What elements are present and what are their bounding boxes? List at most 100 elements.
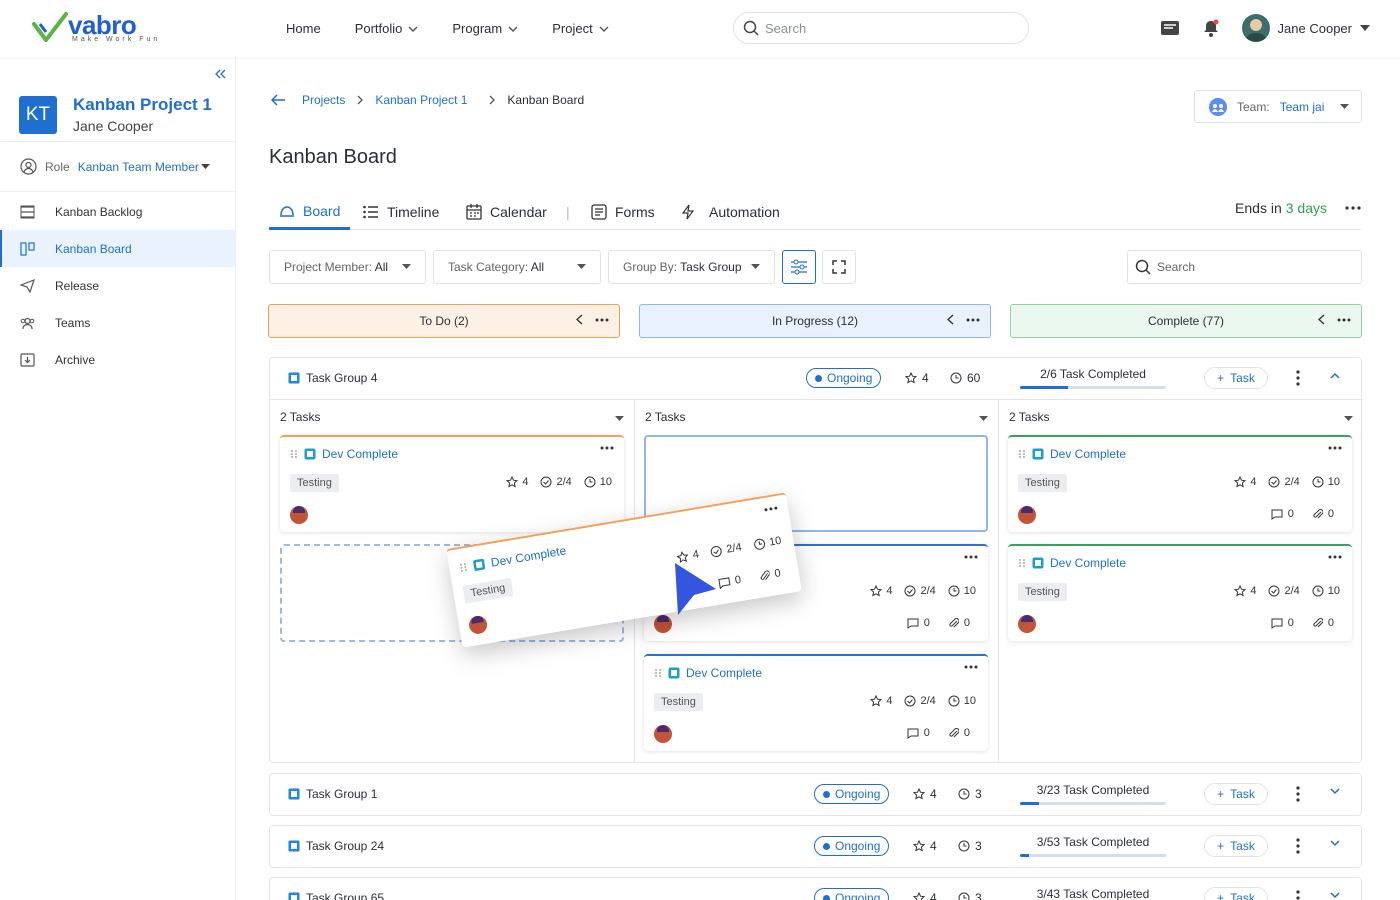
team-selector[interactable]: Team: Team jai: [1194, 90, 1362, 123]
more-vertical-icon[interactable]: [1296, 786, 1300, 802]
swimlane-column: 2 Tasks: [270, 399, 634, 762]
collapse-sidebar-icon[interactable]: [214, 69, 226, 79]
more-horizontal-icon[interactable]: [595, 318, 609, 322]
collapse-column-icon[interactable]: [1318, 314, 1325, 325]
drag-handle-icon[interactable]: [290, 449, 298, 459]
clock-icon: [1312, 476, 1324, 488]
meta-value: 2/4: [725, 541, 743, 556]
more-vertical-icon[interactable]: [1296, 370, 1300, 386]
task-group-header[interactable]: Task Group 24 Ongoing 4 3 3/53 Task Comp…: [270, 826, 1361, 867]
nav-portfolio[interactable]: Portfolio: [355, 21, 419, 36]
more-horizontal-icon[interactable]: [966, 318, 980, 322]
tab-timeline[interactable]: Timeline: [363, 194, 439, 230]
sidebar-item-archive[interactable]: Archive: [0, 341, 236, 378]
swimlane-header[interactable]: 2 Tasks: [1009, 410, 1353, 424]
add-task-button[interactable]: + Task: [1204, 367, 1268, 389]
tab-label: Automation: [709, 204, 780, 220]
task-group: Task Group 1 Ongoing 4 3 3/23 Task Compl…: [269, 773, 1362, 816]
swimlane-header[interactable]: 2 Tasks: [645, 410, 988, 424]
back-arrow-icon[interactable]: [271, 94, 286, 106]
tab-label: Forms: [615, 204, 655, 220]
tab-automation[interactable]: Automation: [681, 194, 780, 230]
task-type-icon: [304, 448, 316, 460]
collapse-column-icon[interactable]: [947, 314, 954, 325]
meta-value: 0: [923, 617, 930, 629]
task-category-filter[interactable]: Task Category: All: [433, 250, 601, 284]
project-member-filter[interactable]: Project Member: All: [269, 250, 426, 284]
user-menu[interactable]: Jane Cooper: [1241, 14, 1370, 42]
task-card[interactable]: Dev Complete Testing 4 2/4 10 0 0: [1008, 544, 1352, 641]
comment-icon: [1271, 618, 1283, 629]
group-stars: 4: [913, 787, 937, 801]
status-badge[interactable]: Ongoing: [814, 836, 890, 856]
chevron-down-icon[interactable]: [1330, 788, 1340, 795]
sidebar-item-kanban-backlog[interactable]: Kanban Backlog: [0, 193, 236, 230]
add-task-button[interactable]: + Task: [1204, 783, 1268, 805]
chevron-down-icon[interactable]: [1330, 840, 1340, 847]
tab-board[interactable]: Board: [269, 194, 351, 230]
status-badge[interactable]: Ongoing: [814, 888, 890, 900]
task-group-header[interactable]: Task Group 4 Ongoing 4 60 2/6 Task Compl…: [270, 358, 1361, 399]
more-horizontal-icon[interactable]: [1337, 318, 1351, 322]
drag-handle-icon[interactable]: [1018, 558, 1026, 568]
more-horizontal-icon[interactable]: [1328, 555, 1342, 559]
more-horizontal-icon[interactable]: [1345, 206, 1361, 210]
card-header: Dev Complete: [654, 666, 762, 680]
expand-icon: [832, 260, 846, 274]
more-horizontal-icon[interactable]: [764, 506, 778, 512]
ends-label: Ends in: [1235, 200, 1282, 216]
nav-home[interactable]: Home: [286, 21, 321, 36]
add-task-button[interactable]: + Task: [1204, 887, 1268, 900]
breadcrumb-project[interactable]: Kanban Project 1: [375, 93, 468, 107]
chevron-down-icon[interactable]: [1330, 892, 1340, 899]
sidebar-item-kanban-board[interactable]: Kanban Board: [0, 230, 236, 267]
group-by-filter[interactable]: Group By: Task Group: [608, 250, 775, 284]
task-card[interactable]: Dev Complete Testing 4 2/4 10 0 0: [644, 654, 988, 751]
task-card[interactable]: Dev Complete Testing 4 2/4 10 0 0: [1008, 435, 1352, 532]
more-vertical-icon[interactable]: [1296, 890, 1300, 900]
nav-program[interactable]: Program: [452, 21, 518, 36]
stat-value: 4: [930, 787, 937, 801]
more-horizontal-icon[interactable]: [1328, 446, 1342, 450]
vabro-logo[interactable]: vabro Make Work Fun: [32, 12, 157, 43]
more-vertical-icon[interactable]: [1296, 838, 1300, 854]
breadcrumb-projects[interactable]: Projects: [302, 93, 346, 107]
task-group-header[interactable]: Task Group 1 Ongoing 4 3 3/23 Task Compl…: [270, 774, 1361, 815]
tab-calendar[interactable]: Calendar: [466, 194, 547, 230]
filter-value: All: [374, 260, 389, 274]
timeline-icon: [363, 205, 379, 219]
task-group-header[interactable]: Task Group 65 Ongoing 4 3 3/43 Task Comp…: [270, 878, 1361, 900]
sidebar-item-release[interactable]: Release: [0, 267, 236, 304]
collapse-column-icon[interactable]: [576, 314, 583, 325]
sidebar-item-label: Release: [55, 278, 100, 293]
task-type-icon: [668, 667, 680, 679]
fullscreen-button[interactable]: [822, 250, 856, 284]
drag-handle-icon[interactable]: [1018, 449, 1026, 459]
more-horizontal-icon[interactable]: [964, 665, 978, 669]
more-horizontal-icon[interactable]: [600, 446, 614, 450]
caret-down-icon: [1344, 414, 1353, 424]
sidebar-item-teams[interactable]: Teams: [0, 304, 236, 341]
assignee-avatar: [1018, 506, 1036, 524]
more-horizontal-icon[interactable]: [964, 555, 978, 559]
swimlane-header[interactable]: 2 Tasks: [280, 410, 624, 424]
filter-settings-button[interactable]: [782, 250, 816, 284]
tab-forms[interactable]: Forms: [591, 194, 655, 230]
role-selector[interactable]: Role Kanban Team Member: [20, 158, 210, 175]
sidebar-item-label: Teams: [55, 315, 91, 330]
status-text: Ongoing: [835, 891, 881, 900]
status-badge[interactable]: Ongoing: [806, 368, 882, 388]
dragged-task-card[interactable]: Dev Complete Testing 4 2/4 10 0 0: [446, 492, 802, 648]
group-name: Task Group 24: [306, 839, 385, 853]
status-badge[interactable]: Ongoing: [814, 784, 890, 804]
add-task-button[interactable]: + Task: [1204, 835, 1268, 857]
view-tabs: Board Timeline Calendar | Forms Automati…: [269, 194, 1361, 230]
task-card[interactable]: Dev Complete Testing 4 2/4 10: [280, 435, 624, 532]
drag-handle-icon[interactable]: [654, 668, 662, 678]
chevron-up-icon[interactable]: [1330, 372, 1340, 379]
header-search-input[interactable]: [765, 20, 1005, 36]
bell-icon[interactable]: [1202, 19, 1220, 37]
nav-project[interactable]: Project: [552, 21, 609, 36]
inbox-icon[interactable]: [1160, 20, 1180, 36]
board-search-input[interactable]: [1157, 260, 1347, 274]
